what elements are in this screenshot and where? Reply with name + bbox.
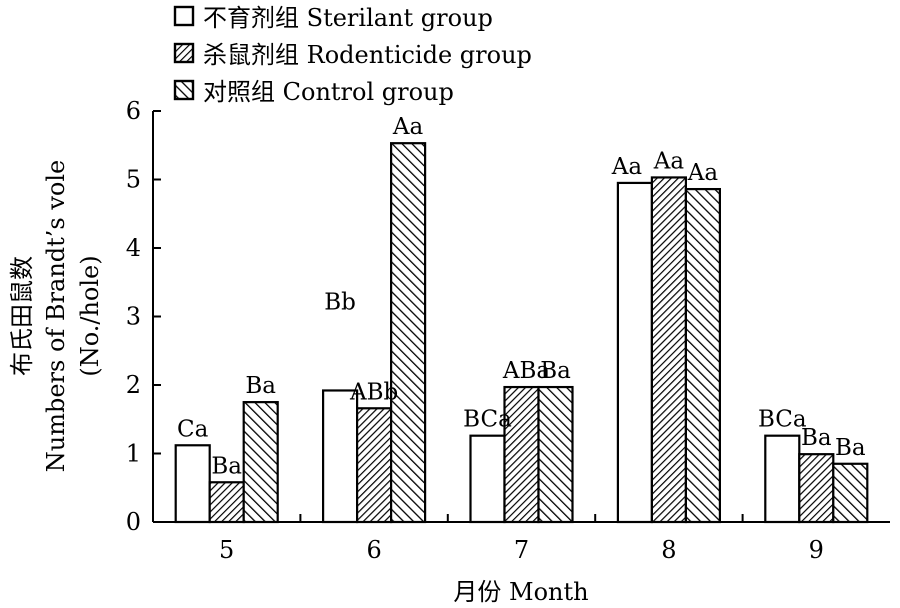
data-label-month-7-series-2: Ba [540, 358, 571, 384]
data-label-month-8-series-1: Aa [653, 148, 685, 174]
data-label-month-6-series-1: ABb [349, 379, 398, 405]
bar-month-9-series-1 [798, 453, 835, 524]
legend-label-sterilant: 不育剂组 Sterilant group [203, 4, 493, 32]
legend-item-rodenticide: 杀鼠剂组 Rodenticide group [173, 41, 532, 69]
x-tick-label: 5 [219, 536, 234, 564]
y-axis-title-line-2: Numbers of Brandt’s vole [42, 160, 70, 473]
x-axis-title: 月份 Month [453, 578, 588, 606]
bar-month-5-series-0 [174, 444, 211, 524]
bar-month-9-series-2 [832, 462, 869, 524]
bar-month-8-series-2 [684, 187, 722, 524]
x-tick-label: 8 [661, 536, 676, 564]
legend-label-control: 对照组 Control group [203, 78, 454, 106]
y-tick-label: 0 [126, 508, 141, 536]
bars [174, 142, 869, 524]
data-label-month-8-series-0: Aa [611, 154, 643, 180]
y-axis-title: 布氏田鼠数 Numbers of Brandt’s vole (No./hole… [8, 160, 104, 473]
x-ticks: 5 6 7 8 9 [219, 514, 824, 564]
y-tick-label: 3 [126, 303, 141, 331]
data-label-month-7-series-1: ABa [502, 358, 551, 384]
legend-label-rodenticide: 杀鼠剂组 Rodenticide group [203, 41, 532, 69]
x-tick-label: 7 [514, 536, 529, 564]
data-label-month-8-series-2: Aa [687, 160, 719, 186]
legend-item-control: 对照组 Control group [173, 78, 454, 106]
x-tick-label: 6 [366, 536, 381, 564]
y-tick-label: 5 [126, 166, 141, 194]
y-axis-title-line-3: (No./hole) [76, 255, 104, 376]
data-label-month-9-series-2: Ba [835, 435, 866, 461]
legend-swatch-sterilant [173, 5, 195, 27]
data-label-month-5-series-2: Ba [245, 373, 276, 399]
y-ticks: 0 1 2 3 4 5 6 [126, 97, 161, 536]
bar-month-6-series-0 [322, 389, 359, 524]
data-label-month-6-series-0: Bb [324, 289, 356, 315]
data-label-month-6-series-2: Aa [392, 114, 424, 140]
data-label-month-9-series-0: BCa [758, 407, 807, 433]
y-tick-label: 4 [126, 234, 141, 262]
legend: 不育剂组 Sterilant group 杀鼠剂组 Rodenticide gr… [173, 4, 532, 106]
y-tick-label: 2 [126, 371, 141, 399]
y-axis-title-line-1: 布氏田鼠数 [8, 256, 36, 376]
bar-month-8-series-0 [616, 181, 654, 524]
data-label-month-7-series-0: BCa [463, 407, 512, 433]
y-tick-label: 1 [126, 440, 141, 468]
legend-item-sterilant: 不育剂组 Sterilant group [173, 4, 493, 32]
bar-month-9-series-0 [764, 434, 801, 524]
legend-swatch-control [173, 79, 195, 101]
data-label-month-5-series-1: Ba [211, 453, 242, 479]
bar-month-5-series-1 [208, 481, 245, 524]
data-label-month-9-series-1: Ba [801, 425, 832, 451]
bar-month-6-series-2 [390, 142, 427, 524]
x-tick-label: 9 [809, 536, 824, 564]
legend-swatch-rodenticide [173, 42, 195, 64]
bar-month-5-series-2 [242, 401, 279, 524]
bar-month-6-series-1 [356, 407, 393, 524]
bar-month-8-series-1 [650, 176, 688, 524]
bar-month-7-series-0 [469, 434, 506, 524]
bar-month-7-series-2 [537, 385, 574, 524]
y-tick-label: 6 [126, 97, 141, 125]
data-label-month-5-series-0: Ca [177, 416, 209, 442]
